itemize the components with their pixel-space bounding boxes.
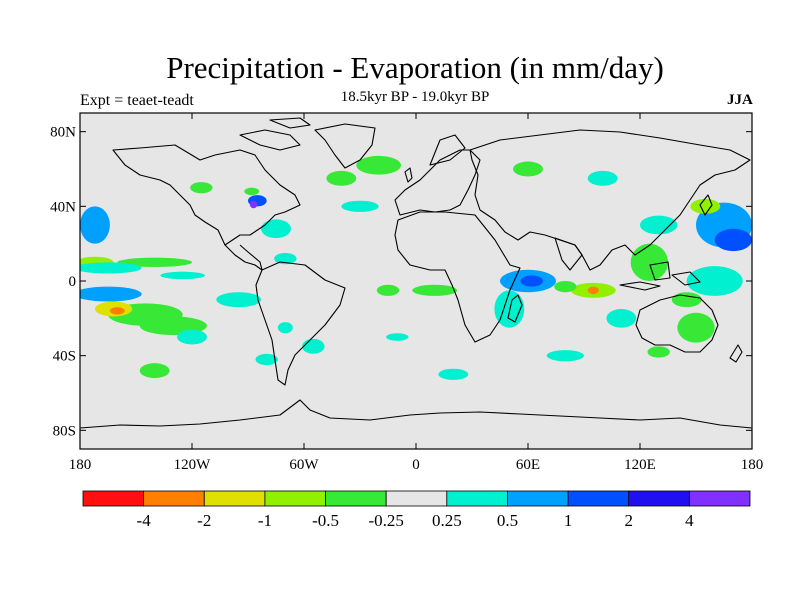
x-tick-label: 180 — [69, 457, 92, 473]
anomaly-patch — [412, 284, 458, 296]
anomaly-patch — [356, 155, 402, 175]
anomaly-patch — [341, 200, 379, 212]
coastline-british-isles — [404, 167, 413, 183]
anomaly-patch — [606, 309, 637, 328]
x-tick-label: 60E — [516, 457, 540, 473]
colorbar-box — [143, 490, 205, 507]
coastline-new-zealand — [729, 344, 743, 363]
anomaly-patch — [640, 215, 678, 235]
colorbar-label: -4 — [137, 511, 152, 530]
anomaly-patch — [513, 161, 543, 177]
anomaly-patch — [677, 312, 715, 343]
colorbar-label: 0.25 — [432, 511, 462, 530]
anomaly-patch — [376, 284, 400, 296]
anomaly-patch — [117, 257, 192, 268]
coastline-japan — [699, 194, 713, 216]
anomaly-patch — [244, 187, 260, 196]
map-background — [80, 113, 752, 449]
colorbar-label: -2 — [197, 511, 211, 530]
y-tick-label: 40S — [53, 349, 76, 365]
coastlines — [80, 117, 752, 429]
colorbar-box — [628, 490, 690, 507]
anomaly-patch — [139, 363, 170, 379]
anomaly-patch — [216, 292, 262, 308]
map-subtitle: 18.5kyr BP - 19.0kyr BP — [340, 89, 490, 105]
colorbar-box — [688, 490, 751, 507]
colorbar-label: 1 — [564, 511, 573, 530]
colorbar-label: 0.5 — [497, 511, 518, 530]
coastline-africa — [394, 211, 521, 343]
colorbar-box — [203, 490, 266, 507]
anomaly-patch — [177, 329, 207, 345]
x-tick-label: 60W — [289, 457, 319, 473]
anomaly-patch — [255, 353, 278, 365]
x-tick-label: 120E — [624, 457, 656, 473]
map-title: Precipitation - Evaporation (in mm/day) — [166, 50, 664, 85]
colorbar-box — [446, 490, 508, 507]
x-tick-label: 120W — [174, 457, 212, 473]
anomaly-patch — [109, 307, 125, 315]
colorbar-box — [325, 490, 387, 507]
anomaly-patch — [302, 338, 325, 354]
anomaly-patch — [249, 200, 258, 209]
colorbar-box — [385, 490, 448, 507]
coastline-greenland — [314, 123, 376, 169]
anomaly-patch — [80, 286, 142, 302]
anomaly-patch — [160, 271, 206, 280]
anomaly-patch — [386, 333, 409, 341]
y-tick-label: 0 — [69, 274, 77, 290]
coastline-europe — [394, 149, 481, 216]
anomaly-patch — [438, 368, 469, 380]
anomaly-patch — [80, 206, 110, 244]
experiment-label: Expt = teaet-teadt — [80, 92, 194, 109]
x-tick-label: 0 — [412, 457, 420, 473]
colorbar-label: 4 — [685, 511, 694, 530]
coastline-antarctica — [80, 399, 752, 429]
season-label: JJA — [727, 92, 753, 108]
coastline-asia — [469, 129, 751, 271]
colorbar-label: -0.5 — [312, 511, 339, 530]
coastline-south-america — [255, 261, 346, 386]
colorbar-box — [82, 490, 145, 507]
coastline-north-america — [112, 144, 301, 246]
map-axes: 180 120W 60W 0 60E 120E 180 80N 40N 0 40S 80S — [50, 113, 763, 473]
coastline-arctic-islands — [239, 117, 311, 151]
anomaly-patches — [80, 155, 752, 380]
anomaly-patch — [587, 170, 618, 186]
colorbar-box — [567, 490, 630, 507]
coastline-india — [554, 237, 583, 271]
anomaly-patch — [546, 350, 584, 362]
colorbar: -4 -2 -1 -0.5 -0.25 0.25 0.5 1 2 4 — [82, 490, 751, 530]
anomaly-patch — [714, 228, 752, 252]
anomaly-patch — [277, 322, 293, 334]
x-tick-label: 180 — [741, 457, 764, 473]
y-tick-label: 40N — [50, 199, 76, 215]
anomaly-patch — [274, 253, 297, 265]
y-tick-label: 80S — [53, 423, 76, 439]
coastline-madagascar — [507, 294, 523, 323]
anomaly-patch — [671, 292, 702, 308]
anomaly-patch — [261, 219, 291, 239]
anomaly-patch — [520, 275, 543, 287]
y-tick-label: 80N — [50, 125, 76, 141]
colorbar-box — [507, 490, 569, 507]
anomaly-patch — [190, 182, 213, 194]
anomaly-patch — [80, 262, 142, 274]
coastline-indonesia — [619, 261, 701, 291]
colorbar-box — [264, 490, 326, 507]
colorbar-label: 2 — [624, 511, 633, 530]
anomaly-patch — [587, 286, 599, 295]
anomaly-patch — [686, 266, 743, 296]
coastline-central-america — [224, 244, 263, 271]
anomaly-patch — [630, 243, 668, 281]
colorbar-label: -0.25 — [368, 511, 403, 530]
anomaly-patch — [690, 198, 721, 214]
anomaly-patch — [326, 170, 357, 186]
anomaly-patch — [554, 281, 577, 293]
colorbar-label: -1 — [258, 511, 272, 530]
coastline-australia — [635, 294, 719, 353]
anomaly-patch — [647, 346, 670, 358]
coastline-scandinavia — [429, 134, 466, 166]
